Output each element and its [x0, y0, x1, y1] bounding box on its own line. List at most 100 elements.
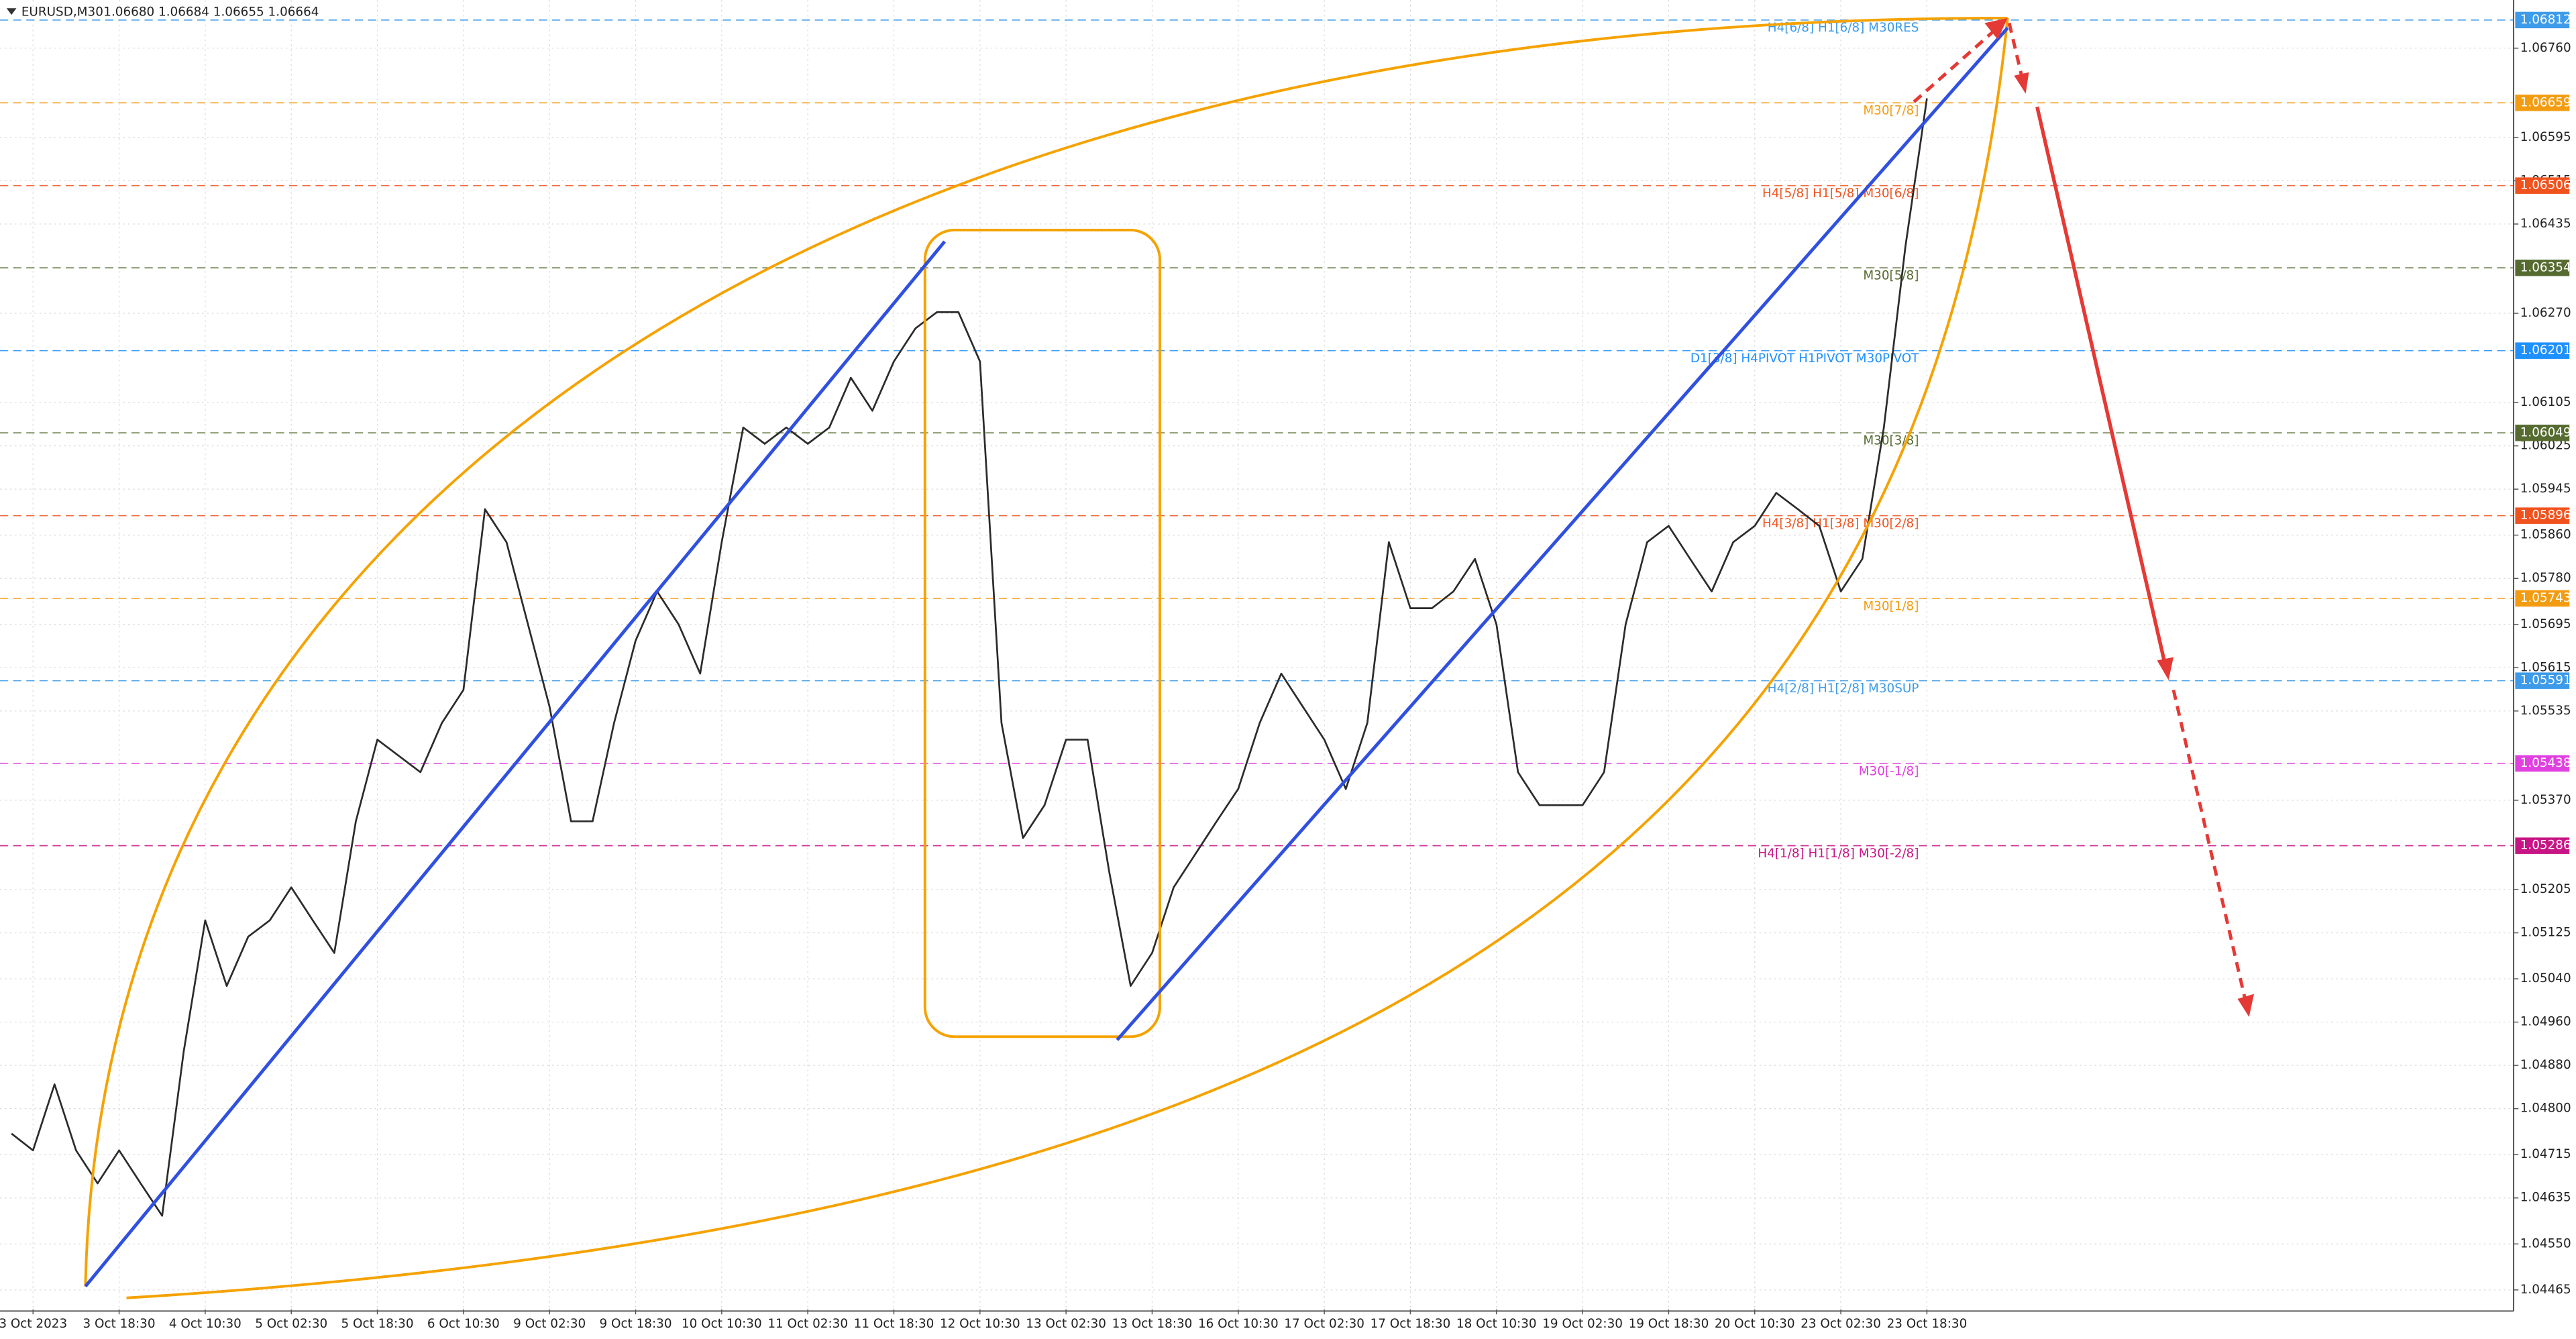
y-tick-label: 1.06105 — [2520, 395, 2571, 409]
y-tick-label: 1.05370 — [2520, 793, 2571, 807]
level-text: H4[2/8] H1[2/8] M30SUP — [1768, 682, 1919, 696]
level-price-label: 1.05438 — [2520, 756, 2571, 770]
level-price-label: 1.06812 — [2520, 13, 2571, 27]
level-text: H4[6/8] H1[6/8] M30RES — [1768, 21, 1919, 35]
y-tick-label: 1.05125 — [2520, 926, 2571, 940]
level-price-label: 1.05286 — [2520, 839, 2571, 853]
price-line — [11, 98, 1928, 1217]
y-tick-label: 1.05615 — [2520, 660, 2571, 674]
trend-line — [84, 240, 947, 1288]
menu-triangle — [6, 8, 17, 15]
arc-lower — [126, 17, 2009, 1299]
level-text: M30[7/8] — [1863, 104, 1919, 118]
level-price-label: 1.05743 — [2520, 591, 2571, 605]
x-tick-label: 12 Oct 10:30 — [940, 1317, 1020, 1331]
y-tick-label: 1.04800 — [2520, 1102, 2571, 1116]
level-price-box — [2515, 837, 2570, 854]
level-price-box — [2515, 11, 2570, 29]
level-price-label: 1.06201 — [2520, 343, 2571, 358]
x-tick-label: 17 Oct 02:30 — [1284, 1317, 1364, 1331]
x-tick-label: 16 Oct 10:30 — [1198, 1317, 1279, 1331]
y-tick-label: 1.04465 — [2520, 1283, 2571, 1297]
level-price-box — [2515, 425, 2570, 441]
drawings — [84, 17, 2254, 1299]
y-tick-label: 1.05535 — [2520, 704, 2571, 718]
level-price-box — [2515, 672, 2570, 689]
level-price-box — [2515, 507, 2570, 524]
price-layer — [11, 98, 1928, 1217]
y-tick-label: 1.06025 — [2520, 439, 2571, 453]
x-tick-label: 4 Oct 10:30 — [169, 1317, 241, 1331]
forecast-arrow — [2007, 22, 2025, 80]
y-tick-label: 1.06435 — [2520, 217, 2571, 231]
x-tick-label: 3 Oct 18:30 — [83, 1317, 156, 1331]
x-tick-label: 5 Oct 02:30 — [255, 1317, 327, 1331]
x-tick-label: 6 Oct 10:30 — [427, 1317, 500, 1331]
arrow-head — [2014, 72, 2029, 94]
level-price-label: 1.05591 — [2520, 674, 2571, 688]
symbol: EURUSD,M30 — [21, 5, 103, 19]
level-price-label: 1.06659 — [2520, 95, 2571, 109]
y-tick-label: 1.04960 — [2520, 1015, 2571, 1029]
y-tick-label: 1.05205 — [2520, 882, 2571, 896]
level-text: M30[5/8] — [1863, 269, 1919, 283]
x-tick-label: 10 Oct 10:30 — [682, 1317, 762, 1331]
x-tick-label: 23 Oct 18:30 — [1887, 1317, 1968, 1331]
x-tick-label: 11 Oct 02:30 — [767, 1317, 848, 1331]
range-box — [923, 228, 1161, 1038]
level-text: M30[1/8] — [1863, 599, 1919, 613]
level-price-box — [2515, 95, 2570, 111]
x-tick-label: 11 Oct 18:30 — [854, 1317, 934, 1331]
level-price-label: 1.06354 — [2520, 260, 2571, 274]
x-tick-label: 13 Oct 18:30 — [1112, 1317, 1193, 1331]
x-tick-label: 9 Oct 18:30 — [600, 1317, 672, 1331]
y-tick-label: 1.06270 — [2520, 306, 2571, 320]
level-text: H4[3/8] H1[3/8] M30[2/8] — [1762, 517, 1919, 531]
y-tick-label: 1.05860 — [2520, 528, 2571, 542]
y-tick-label: 1.04635 — [2520, 1191, 2571, 1205]
x-tick-label: 17 Oct 18:30 — [1371, 1317, 1451, 1331]
trend-line — [1116, 27, 2009, 1041]
y-tick-label: 1.04715 — [2520, 1147, 2571, 1161]
x-tick-label: 19 Oct 18:30 — [1629, 1317, 1709, 1331]
y-tick-label: 1.05695 — [2520, 617, 2571, 631]
level-price-box — [2515, 260, 2570, 276]
x-tick-label: 13 Oct 02:30 — [1026, 1317, 1106, 1331]
level-price-box — [2515, 177, 2570, 194]
x-tick-label: 9 Oct 02:30 — [513, 1317, 586, 1331]
forecast-arrow — [1913, 23, 2002, 103]
x-tick-label: 3 Oct 2023 — [0, 1317, 67, 1331]
y-tick-label: 1.04550 — [2520, 1236, 2571, 1250]
quote: 1.06680 1.06684 1.06655 1.06664 — [103, 5, 319, 19]
level-price-label: 1.06506 — [2520, 178, 2571, 193]
level-text: H4[1/8] H1[1/8] M30[-2/8] — [1758, 847, 1919, 861]
level-price-box — [2515, 342, 2570, 359]
level-text: D1[3/8] H4PIVOT H1PIVOT M30PIVOT — [1690, 352, 1919, 366]
level-price-label: 1.05896 — [2520, 508, 2571, 523]
arrow-head — [2157, 657, 2174, 680]
y-tick-label: 1.05945 — [2520, 482, 2571, 496]
level-text: M30[3/8] — [1863, 434, 1919, 448]
y-tick-label: 1.04880 — [2520, 1058, 2571, 1072]
y-tick-label: 1.06595 — [2520, 130, 2571, 144]
arc-upper — [84, 17, 2008, 1287]
x-tick-label: 5 Oct 18:30 — [341, 1317, 414, 1331]
forecast-arrow — [2171, 690, 2248, 1003]
grid — [0, 0, 2514, 1309]
x-tick-label: 23 Oct 02:30 — [1801, 1317, 1881, 1331]
level-price-box — [2515, 590, 2570, 607]
x-tick-label: 19 Oct 02:30 — [1542, 1317, 1623, 1331]
x-tick-label: 18 Oct 10:30 — [1456, 1317, 1537, 1331]
arrow-head — [1984, 17, 2008, 40]
x-tick-label: 20 Oct 10:30 — [1715, 1317, 1795, 1331]
level-price-box — [2515, 755, 2570, 772]
level-price-label: 1.06049 — [2520, 425, 2571, 439]
arrow-head — [2237, 994, 2254, 1017]
y-tick-label: 1.05780 — [2520, 571, 2571, 585]
level-text: M30[-1/8] — [1859, 764, 1919, 778]
y-tick-label: 1.06760 — [2520, 41, 2571, 55]
